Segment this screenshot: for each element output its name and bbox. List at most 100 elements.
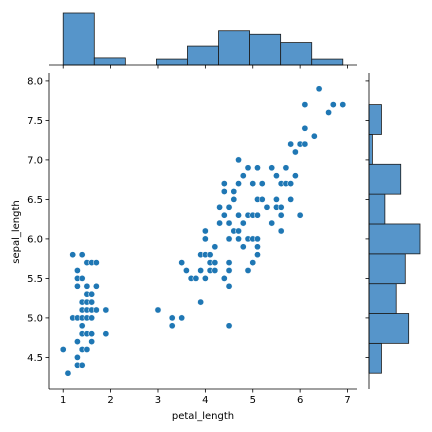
scatter-point — [277, 203, 285, 211]
scatter-point — [178, 314, 186, 322]
marginal-y-bar — [368, 253, 406, 285]
marginal-x-bar — [311, 58, 344, 66]
scatter-point — [211, 243, 219, 251]
scatter-point — [239, 243, 247, 251]
scatter-point — [216, 219, 223, 227]
scatter-point — [183, 267, 190, 274]
marginal-y-bar — [368, 223, 421, 255]
marginal-x-bar — [187, 45, 219, 66]
scatter-point — [301, 124, 309, 132]
scatter-point — [225, 282, 233, 290]
scatter-point — [78, 275, 86, 282]
scatter-point — [258, 180, 266, 187]
x-tick-label: 2 — [107, 395, 113, 406]
scatter-point — [235, 180, 242, 187]
scatter-point — [235, 235, 242, 243]
x-tick-label: 5 — [250, 395, 256, 406]
y-tick-label: 6.0 — [27, 234, 43, 245]
scatter-point — [74, 282, 81, 290]
marginal-y-bar — [368, 163, 402, 195]
x-tick-label: 3 — [155, 395, 161, 406]
scatter-point — [254, 211, 261, 219]
scatter-point — [202, 275, 209, 282]
scatter-point — [206, 251, 214, 259]
scatter-point — [263, 203, 271, 211]
scatter-point — [216, 203, 223, 211]
scatter-point — [235, 227, 242, 235]
scatter-point — [74, 267, 81, 274]
scatter-point — [69, 251, 77, 259]
scatter-point — [273, 172, 280, 180]
x-tick-label: 1 — [60, 395, 66, 406]
scatter-point — [192, 275, 200, 282]
scatter-point — [64, 369, 72, 377]
scatter-point — [301, 140, 309, 148]
scatter-point — [282, 164, 290, 172]
y-tick-label: 5.5 — [27, 274, 43, 285]
y-tick-label: 5.0 — [27, 313, 43, 324]
scatter-point — [249, 180, 257, 187]
marginal-x-bar — [249, 33, 282, 66]
scatter-point — [329, 101, 337, 108]
marginal-x-bar — [93, 57, 126, 66]
y-tick-label: 8.0 — [27, 76, 43, 87]
scatter-point — [287, 140, 295, 148]
scatter-point — [88, 330, 96, 338]
x-tick-label: 4 — [202, 395, 208, 406]
marginal-y-bar — [368, 134, 373, 165]
scatter-point — [83, 282, 91, 290]
scatter-plot-area — [59, 85, 347, 377]
scatter-point — [102, 330, 110, 338]
scatter-point — [197, 267, 204, 274]
scatter-point — [258, 196, 266, 203]
scatter-point — [74, 338, 81, 345]
marginal-x-histogram — [49, 12, 357, 69]
marginal-x-bar — [62, 12, 95, 66]
scatter-point — [339, 101, 347, 108]
scatter-point — [239, 172, 247, 180]
scatter-point — [225, 219, 233, 227]
marginal-y-bar — [368, 193, 386, 225]
scatter-point — [292, 172, 299, 180]
scatter-point — [59, 346, 67, 353]
scatter-point — [78, 322, 86, 330]
scatter-point — [168, 322, 176, 330]
y-tick-label: 6.5 — [27, 195, 43, 206]
scatter-point — [277, 211, 285, 219]
scatter-point — [220, 188, 228, 195]
scatter-point — [254, 164, 261, 172]
x-tick-label: 6 — [297, 395, 303, 406]
marginal-x-bar — [280, 42, 313, 66]
scatter-point — [78, 251, 86, 259]
y-tick-label: 7.5 — [27, 116, 43, 127]
x-tick-label: 7 — [344, 395, 350, 406]
marginal-y-histogram — [365, 73, 421, 389]
marginal-x-bar — [218, 30, 250, 66]
scatter-point — [93, 282, 100, 290]
scatter-point — [254, 235, 261, 243]
marginal-y-bar — [368, 104, 382, 135]
scatter-point — [254, 251, 261, 259]
scatter-point — [315, 85, 323, 93]
scatter-point — [78, 361, 86, 369]
scatter-point — [102, 306, 110, 314]
scatter-point — [311, 132, 318, 140]
scatter-point — [296, 211, 304, 219]
scatter-point — [211, 267, 219, 274]
marginal-x-bar — [156, 58, 188, 66]
scatter-point — [220, 211, 228, 219]
scatter-point — [244, 267, 252, 274]
scatter-point — [83, 346, 91, 353]
scatter-point — [268, 164, 276, 172]
scatter-point — [88, 314, 96, 322]
scatter-point — [88, 338, 96, 345]
scatter-point — [178, 259, 186, 266]
scatter-point — [292, 148, 299, 156]
scatter-point — [93, 306, 100, 314]
scatter-point — [230, 196, 238, 203]
scatter-point — [225, 259, 233, 266]
y-tick-label: 4.5 — [27, 353, 43, 364]
y-tick-label: 7.0 — [27, 155, 43, 166]
scatter-point — [88, 290, 96, 298]
